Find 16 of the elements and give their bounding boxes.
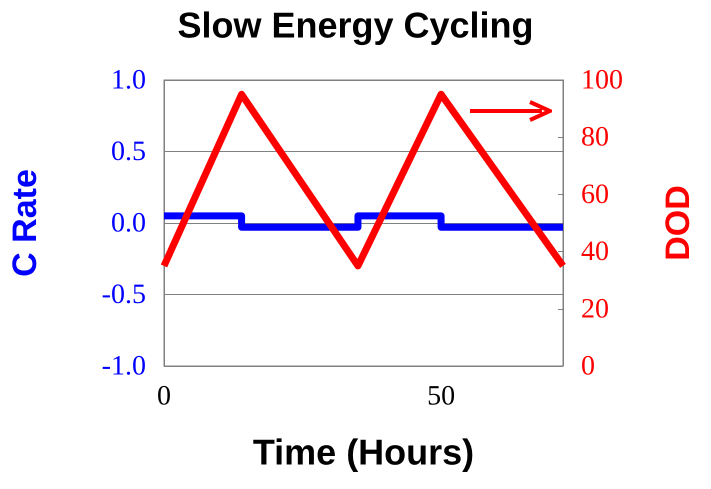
y2-tick-label: 20 [581, 293, 609, 324]
y-tick-label: -0.5 [102, 279, 146, 310]
y-tick-label: 1.0 [111, 64, 146, 96]
y2-tick-label: 80 [581, 122, 609, 153]
y-tick-label: 0.5 [111, 136, 146, 167]
y-tick-label: -1.0 [102, 350, 146, 382]
y2-tick-label: 0 [581, 350, 595, 382]
y-tick-label: 0.0 [111, 208, 146, 238]
y2-axis-title: DOD [659, 185, 697, 261]
y-axis-title: C Rate [6, 169, 44, 277]
x-tick-label: 50 [427, 380, 456, 412]
y2-tick-label: 60 [581, 178, 609, 210]
chart-title: Slow Energy Cycling [177, 4, 534, 46]
x-axis-title: Time (Hours) [252, 432, 474, 472]
y2-tick-label: 100 [581, 64, 623, 96]
y2-tick-label: 40 [581, 236, 609, 268]
